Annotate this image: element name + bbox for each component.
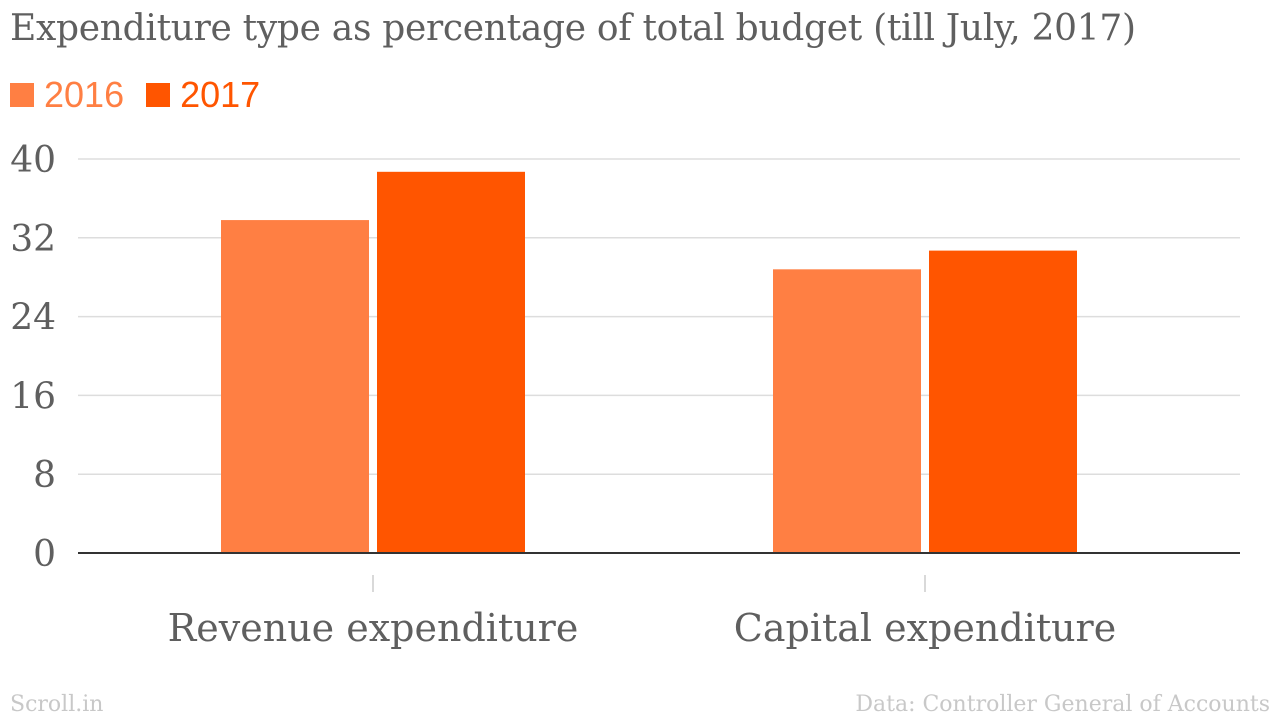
legend-item-2017: 2017 xyxy=(146,74,260,116)
brand-credit: Scroll.in xyxy=(10,692,104,717)
y-tick-label: 32 xyxy=(10,219,56,260)
x-axis: Revenue expenditure Capital expenditure xyxy=(78,552,1240,650)
y-tick-label: 24 xyxy=(10,298,56,339)
y-tick-label: 0 xyxy=(33,534,56,575)
y-tick-label: 8 xyxy=(33,455,56,496)
x-category-label: Revenue expenditure xyxy=(168,606,579,650)
bar-2017-0 xyxy=(377,171,525,553)
y-tick-label: 40 xyxy=(10,140,56,181)
legend-item-2016: 2016 xyxy=(10,74,124,116)
legend-label-2016: 2016 xyxy=(44,74,125,115)
chart-title: Expenditure type as percentage of total … xyxy=(10,8,1136,49)
bars xyxy=(221,171,1077,554)
source-credit: Data: Controller General of Accounts xyxy=(855,692,1270,717)
bar-2017-1 xyxy=(929,250,1077,554)
legend: 2016 2017 xyxy=(10,74,282,116)
bar-2016-1 xyxy=(773,269,921,553)
legend-label-2017: 2017 xyxy=(180,74,261,115)
y-tick-label: 16 xyxy=(10,376,56,417)
x-category-label: Capital expenditure xyxy=(734,606,1116,650)
legend-swatch-2017 xyxy=(146,83,171,107)
legend-swatch-2016 xyxy=(10,83,34,107)
bar-2016-0 xyxy=(221,220,369,553)
y-axis-ticks: 0 8 16 24 32 40 xyxy=(10,140,56,575)
